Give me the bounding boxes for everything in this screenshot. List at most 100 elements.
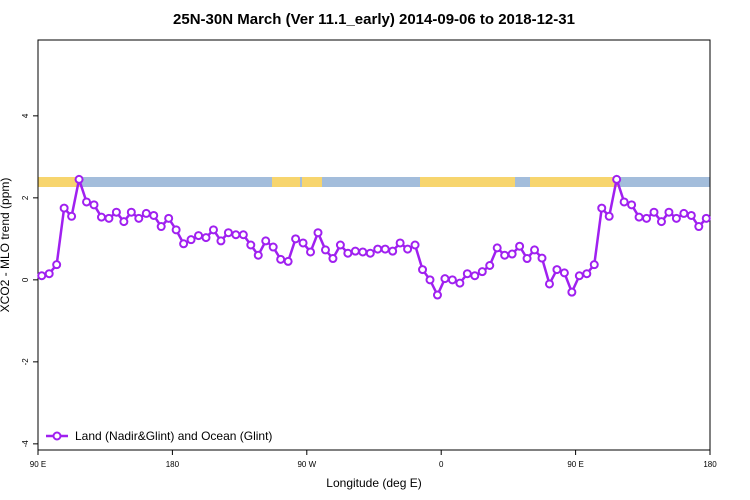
data-point: [418, 265, 428, 275]
data-point: [59, 203, 69, 213]
data-point: [395, 238, 405, 248]
ocean-strip: [38, 177, 710, 187]
data-point: [686, 210, 696, 220]
data-point: [141, 208, 151, 218]
data-point: [276, 254, 286, 264]
data-point: [462, 269, 472, 279]
data-point: [313, 228, 323, 238]
data-point: [619, 197, 629, 207]
data-point: [306, 247, 316, 257]
map-strip: [38, 177, 710, 187]
data-point: [365, 248, 375, 258]
data-point: [335, 240, 345, 250]
land-strip: [420, 177, 515, 187]
data-point: [492, 243, 502, 253]
x-tick-label: 90 W: [297, 460, 316, 469]
data-point: [37, 271, 47, 281]
data-point: [194, 231, 204, 241]
data-point: [679, 208, 689, 218]
data-point: [134, 213, 144, 223]
data-point: [388, 246, 398, 256]
x-tick-label: 90 E: [567, 460, 583, 469]
data-point: [559, 268, 569, 278]
data-point: [522, 254, 532, 264]
data-point: [432, 290, 442, 300]
data-point: [52, 260, 62, 270]
data-point: [604, 211, 614, 221]
data-point: [291, 234, 301, 244]
data-point: [216, 236, 226, 246]
data-point: [96, 212, 106, 222]
y-tick-label: -2: [21, 358, 30, 366]
data-point: [104, 213, 114, 223]
data-point: [126, 207, 136, 217]
data-point: [403, 244, 413, 254]
data-point: [447, 275, 457, 285]
chart-title: 25N-30N March (Ver 11.1_early) 2014-09-0…: [173, 11, 575, 28]
y-tick-label: 4: [21, 113, 30, 118]
data-point: [67, 211, 77, 221]
y-axis-title: XCO2 - MLO trend (ppm): [0, 178, 12, 313]
data-point: [634, 212, 644, 222]
data-point: [671, 213, 681, 223]
data-point: [477, 267, 487, 277]
data-point: [455, 278, 465, 288]
land-strip: [530, 177, 618, 187]
data-point: [701, 213, 711, 223]
data-point: [231, 230, 241, 240]
data-point: [208, 225, 218, 235]
data-point: [186, 235, 196, 245]
data-point: [507, 249, 517, 259]
y-tick-label: 2: [21, 195, 30, 200]
data-point: [694, 222, 704, 232]
data-point: [201, 233, 211, 243]
data-point: [149, 210, 159, 220]
data-point: [156, 222, 166, 232]
x-tick-label: 0: [439, 460, 444, 469]
data-point: [612, 174, 622, 184]
data-point: [82, 197, 92, 207]
x-axis-title: Longitude (deg E): [326, 476, 421, 490]
data-point: [485, 261, 495, 270]
data-point: [440, 274, 450, 284]
data-point: [627, 200, 637, 210]
data-point: [350, 246, 360, 256]
data-point: [320, 245, 330, 255]
data-point: [470, 271, 480, 281]
data-point: [380, 244, 390, 254]
data-point: [343, 248, 353, 258]
data-point: [253, 250, 263, 260]
data-point: [515, 241, 525, 251]
data-point: [74, 174, 84, 184]
data-point: [642, 213, 652, 223]
land-strip: [38, 177, 80, 187]
data-point: [164, 213, 174, 223]
x-tick-label: 180: [703, 460, 717, 469]
y-tick-label: 0: [21, 277, 30, 282]
legend-marker: [52, 431, 62, 441]
plot-frame: [37, 39, 711, 451]
y-tick-label: -4: [21, 440, 30, 448]
data-point: [425, 275, 435, 285]
data-point: [246, 240, 256, 250]
land-strip: [302, 177, 322, 187]
data-point: [44, 269, 54, 279]
data-point: [223, 228, 233, 238]
data-point: [410, 240, 420, 250]
legend-label: Land (Nadir&Glint) and Ocean (Glint): [75, 429, 272, 443]
data-point: [500, 250, 510, 260]
data-point: [574, 271, 584, 281]
data-point: [530, 245, 540, 255]
data-point: [664, 207, 674, 217]
x-tick-label: 90 E: [30, 460, 46, 469]
x-tick-label: 180: [166, 460, 180, 469]
data-point: [656, 217, 666, 227]
data-point: [544, 279, 554, 289]
data-point: [261, 236, 271, 246]
data-point: [358, 247, 368, 257]
land-strip: [272, 177, 300, 187]
data-point: [179, 239, 189, 249]
data-point: [268, 242, 278, 252]
data-point: [298, 238, 308, 248]
